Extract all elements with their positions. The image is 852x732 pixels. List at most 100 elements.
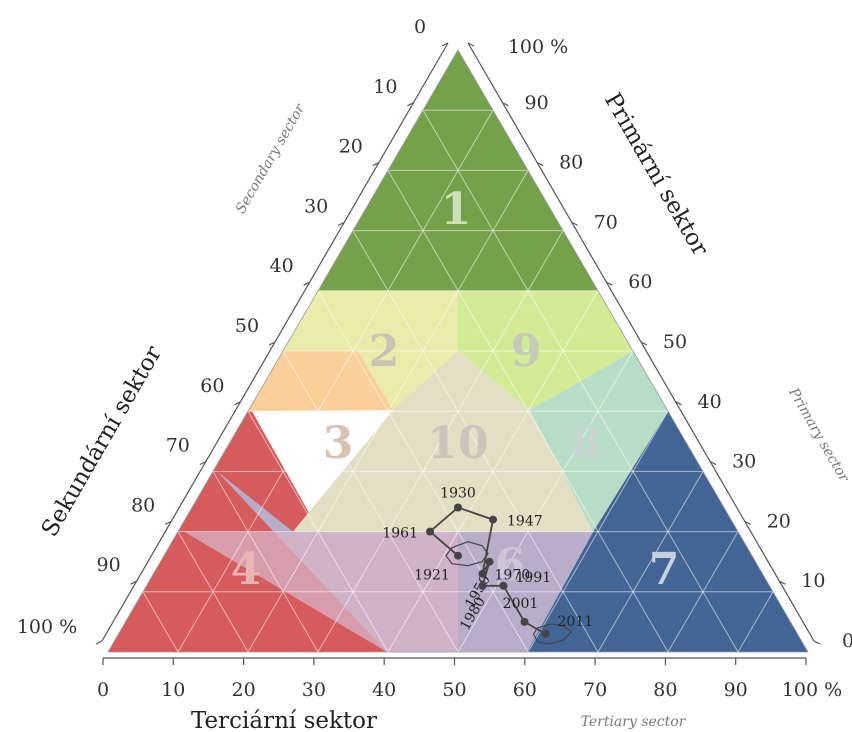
- secondary-tick: [95, 640, 103, 645]
- point-1947: [489, 515, 497, 524]
- grid-line-tertiary-60: [527, 410, 669, 653]
- region-label-6: 6: [495, 540, 526, 591]
- outline-shape-2011: [532, 623, 573, 645]
- primary-tick: [606, 281, 613, 286]
- secondary-tick: [268, 341, 276, 346]
- region-label-7: 7: [649, 544, 680, 595]
- primary-tick-label: 80: [559, 152, 583, 174]
- region-label-9: 9: [511, 326, 542, 377]
- grid-line-secondary-30: [352, 230, 599, 653]
- region-labels-layer: 1 23 4 6 7 89 10: [231, 184, 680, 595]
- primary-tick-label: 30: [732, 451, 756, 473]
- tertiary-tick-label: 20: [232, 679, 256, 701]
- grid-line-tertiary-50: [457, 350, 634, 653]
- tertiary-tick-label: 80: [653, 679, 677, 701]
- primary-tick-label: 70: [594, 211, 618, 233]
- region-label-3: 3: [323, 418, 354, 469]
- secondary-tick-label: 10: [373, 76, 397, 98]
- primary-tick: [675, 401, 682, 406]
- year-label-1921: 1921: [414, 568, 450, 584]
- grid-line-tertiary-90: [737, 591, 774, 653]
- primary-tick-label: 0: [842, 630, 852, 652]
- tertiary-tick-label: 100 %: [782, 679, 842, 701]
- primary-axis-subtitle: Primary sector: [785, 385, 852, 486]
- primary-tick: [709, 461, 717, 466]
- tertiary-tick-label: 10: [161, 679, 185, 701]
- triangle-border: [107, 49, 809, 653]
- trajectory-line: [429, 506, 546, 635]
- year-label-1961: 1961: [382, 526, 418, 542]
- secondary-tick-label: 80: [131, 494, 155, 516]
- secondary-axis-subtitle: Secondary sector: [233, 100, 309, 216]
- primary-tick-label: 40: [698, 391, 722, 413]
- primary-tick-label: 50: [663, 331, 687, 353]
- grid-line-tertiary-30: [317, 230, 564, 653]
- tertiary-tick-label: 40: [372, 679, 396, 701]
- secondary-tick-label: 90: [97, 554, 121, 576]
- secondary-tick-label: 70: [166, 435, 190, 457]
- tertiary-tick-label: 90: [724, 679, 748, 701]
- primary-tick-label: 20: [767, 510, 791, 532]
- grid-line-secondary-50: [282, 350, 459, 653]
- secondary-tick-label: 40: [270, 255, 294, 277]
- year-label-1947: 1947: [507, 514, 543, 530]
- point-1950: [485, 557, 494, 566]
- grid-line-tertiary-80: [667, 531, 739, 653]
- tertiary-axis-title: Terciární sektor: [191, 708, 377, 732]
- outline-shape-1921: [445, 541, 489, 567]
- point-2011: [541, 629, 550, 638]
- primary-tick: [571, 221, 579, 226]
- tertiary-tick-label: 30: [302, 679, 326, 701]
- tertiary-axis-subtitle: Tertiary sector: [581, 714, 687, 730]
- secondary-tick: [199, 461, 207, 466]
- secondary-tick-label: 0: [414, 16, 426, 38]
- grid-line-secondary-60: [247, 410, 389, 653]
- year-label-2011: 2011: [558, 614, 594, 630]
- grid-line-secondary-70: [212, 471, 319, 653]
- secondary-tick-label: 50: [235, 315, 259, 337]
- secondary-tick: [441, 42, 449, 47]
- grid-line-secondary-10: [422, 109, 739, 653]
- point-1991: [499, 581, 508, 590]
- primary-tick: [502, 102, 509, 107]
- year-label-2001: 2001: [503, 596, 539, 612]
- secondary-tick: [130, 580, 137, 585]
- region-8: [530, 351, 668, 532]
- primary-tick: [467, 42, 475, 47]
- grid-line-secondary-80: [177, 531, 249, 653]
- primary-tick: [813, 640, 821, 645]
- region-2: [283, 290, 458, 410]
- region-label-8: 8: [571, 418, 602, 469]
- point-1970: [478, 569, 487, 578]
- region-10: [293, 351, 593, 532]
- primary-tick: [779, 580, 786, 585]
- point-1961: [426, 527, 434, 536]
- primary-tick: [536, 162, 544, 167]
- primary-tick-label: 60: [628, 271, 652, 293]
- secondary-tick-label: 100 %: [17, 616, 77, 638]
- year-label-1970: 1970: [495, 568, 531, 584]
- point-1980: [478, 581, 487, 590]
- region-label-10: 10: [427, 418, 488, 469]
- primary-tick-label: 90: [525, 92, 549, 114]
- tertiary-tick-label: 70: [583, 679, 607, 701]
- secondary-tick-label: 30: [304, 195, 328, 217]
- secondary-tick: [407, 102, 414, 107]
- tertiary-tick-label: 0: [97, 679, 109, 701]
- secondary-tick: [372, 162, 380, 167]
- region-label-2: 2: [369, 326, 400, 377]
- point-1921: [454, 551, 462, 560]
- ticks-layer: 0 0 0 10 10 10 20 20 20 30 30 30 40 40 40 50 50 50 60 60 60 7…: [17, 16, 852, 701]
- grid-line-tertiary-70: [597, 471, 704, 653]
- secondary-tick: [337, 221, 345, 226]
- tertiary-tick-label: 50: [442, 679, 466, 701]
- secondary-tick: [234, 401, 241, 406]
- year-label-1991: 1991: [516, 570, 552, 586]
- grid-line-secondary-90: [142, 591, 179, 653]
- region-label-1: 1: [441, 184, 472, 235]
- secondary-tick-label: 60: [200, 375, 224, 397]
- region-9: [458, 290, 633, 410]
- secondary-tick: [303, 281, 310, 286]
- primary-tick-label: 100 %: [508, 36, 568, 58]
